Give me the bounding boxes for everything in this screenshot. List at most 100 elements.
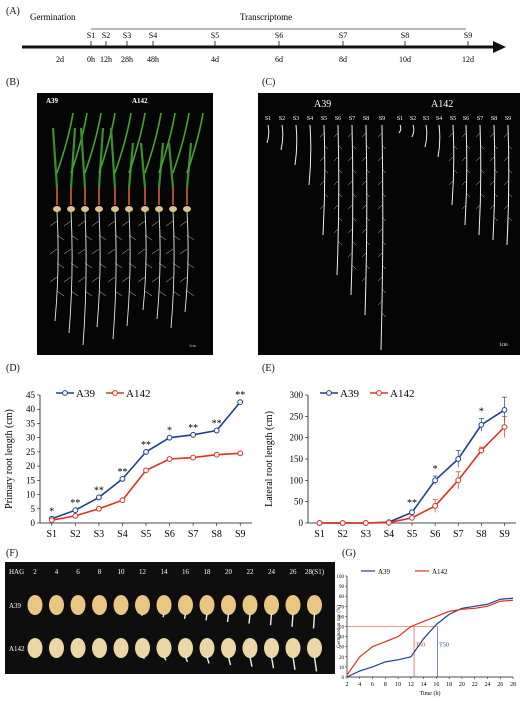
y-tick-label: 150 bbox=[290, 454, 304, 464]
seed bbox=[221, 638, 236, 658]
root-lateral-a39 bbox=[377, 300, 383, 306]
seed-radicle bbox=[269, 613, 273, 626]
t50-label: T50 bbox=[416, 643, 426, 649]
root-lateral-a142 bbox=[475, 156, 481, 162]
x-tick-label: S8 bbox=[476, 529, 487, 540]
seedling-lateral-root bbox=[98, 234, 107, 241]
data-point-a39 bbox=[119, 476, 126, 482]
root-lateral-a39 bbox=[319, 156, 325, 162]
root-lateral-a142 bbox=[507, 144, 513, 150]
seed bbox=[307, 595, 322, 615]
seedling-lateral-root bbox=[107, 220, 116, 227]
seedling-lateral-root bbox=[77, 248, 86, 255]
root-lateral-a142 bbox=[448, 132, 454, 138]
hour-label: 16 bbox=[182, 568, 190, 576]
root-lateral-a39 bbox=[377, 204, 383, 210]
x-tick-label: S5 bbox=[407, 529, 418, 540]
root-lateral-a39 bbox=[351, 168, 357, 174]
x-tick-label: S9 bbox=[235, 529, 246, 540]
y-tick-label: 20 bbox=[339, 656, 345, 661]
root-lateral-a142 bbox=[452, 168, 458, 174]
significance-marker: ** bbox=[212, 419, 222, 430]
root-lateral-a39 bbox=[337, 240, 343, 246]
seed-radicle bbox=[313, 656, 318, 672]
root-lateral-a39 bbox=[333, 180, 339, 186]
x-tick-label: S8 bbox=[211, 529, 222, 540]
seedling-leaf bbox=[97, 127, 105, 189]
x-tick-label: S7 bbox=[188, 529, 199, 540]
data-point-a39 bbox=[166, 434, 173, 441]
root-lateral-a39 bbox=[365, 192, 371, 198]
legend-label: A39 bbox=[76, 388, 95, 400]
root-lateral-a39 bbox=[365, 168, 371, 174]
x-tick-label: 20 bbox=[459, 682, 465, 688]
data-point-a142 bbox=[72, 512, 79, 519]
timeline-stage-label: S8 bbox=[401, 31, 409, 40]
root-lateral-a39 bbox=[381, 264, 387, 270]
x-tick-label: 6 bbox=[371, 682, 374, 688]
photo-b-label-a142: A142 bbox=[132, 97, 148, 105]
timeline-stage-label: S6 bbox=[275, 31, 283, 40]
root-lateral-a39 bbox=[337, 216, 343, 222]
root-primary-a142 bbox=[451, 124, 455, 206]
series-line-a142 bbox=[346, 599, 514, 676]
timeline-stage-label: S2 bbox=[102, 31, 110, 40]
y-tick-label: 5 bbox=[31, 504, 36, 514]
seedling-lateral-root bbox=[121, 248, 130, 255]
seed bbox=[199, 595, 215, 615]
data-point-a142 bbox=[213, 451, 220, 458]
data-point-a39 bbox=[190, 431, 197, 438]
root-stage-label: S3 bbox=[293, 116, 299, 122]
timeline-time-label: 4d bbox=[211, 55, 219, 64]
data-point-a142 bbox=[190, 454, 197, 461]
data-point-a39 bbox=[501, 407, 508, 413]
seedling-lateral-root bbox=[77, 276, 86, 283]
x-tick-label: 12 bbox=[408, 682, 414, 688]
seedling-leaf bbox=[158, 112, 176, 174]
root-lateral-a142 bbox=[489, 132, 495, 138]
seedling-lateral-root bbox=[56, 290, 65, 297]
x-tick-label: S2 bbox=[70, 529, 81, 540]
timeline-time-label: 6d bbox=[275, 55, 283, 64]
root-primary-a39 bbox=[350, 124, 354, 296]
seedling-illustration bbox=[49, 112, 204, 346]
seed bbox=[92, 638, 107, 658]
hour-label: 22 bbox=[247, 568, 255, 576]
seed bbox=[135, 595, 150, 615]
germination-label: Germination bbox=[30, 12, 76, 22]
significance-marker: * bbox=[433, 464, 438, 475]
x-tick-label: S1 bbox=[314, 529, 325, 540]
data-point-a142 bbox=[478, 447, 485, 454]
panel-label-e: (E) bbox=[262, 363, 275, 374]
seedling-root bbox=[142, 210, 147, 311]
seed-radicle bbox=[312, 613, 316, 629]
root-lateral-a39 bbox=[361, 180, 367, 186]
lateral-root-chart: 0 50 100 150 200 250 300 S1 S2 S3 S4 S5 S6 S7 S8 S9 Late… bbox=[264, 388, 516, 540]
root-primary-a39 bbox=[308, 124, 312, 186]
data-point-a39 bbox=[95, 494, 102, 501]
root-lateral-a39 bbox=[347, 228, 353, 234]
root-primary-a39 bbox=[364, 124, 368, 316]
seedling-leaf bbox=[51, 127, 59, 189]
hour-label: 14 bbox=[161, 568, 169, 576]
y-tick-label: 60 bbox=[339, 615, 345, 620]
seedling-lateral-root bbox=[77, 220, 86, 227]
root-lateral-a142 bbox=[448, 156, 454, 162]
panel-label-f: (F) bbox=[6, 548, 19, 559]
root-stage-label: S1 bbox=[397, 116, 403, 122]
seed bbox=[242, 638, 258, 658]
seedling-lateral-root bbox=[172, 262, 181, 269]
root-lateral-a39 bbox=[351, 240, 357, 246]
root-lateral-a142 bbox=[493, 144, 499, 150]
seedling-lateral-root bbox=[70, 262, 79, 269]
seedling-lateral-root bbox=[137, 248, 146, 255]
seedling-lateral-root bbox=[56, 234, 65, 241]
seedling-leaf bbox=[98, 112, 116, 174]
seedling-root bbox=[96, 210, 101, 328]
seedling-lateral-root bbox=[49, 248, 58, 255]
seed bbox=[285, 595, 301, 615]
root-illustration: S1 S2 S3 S4 S5 S6 S7 S8 S9 S1 S2 S3 S4 S5 S6 S7 S8 S9 bbox=[265, 116, 513, 351]
seedling-leaf bbox=[79, 127, 87, 189]
seedling-lateral-root bbox=[151, 220, 160, 227]
root-primary-a142 bbox=[398, 124, 402, 134]
